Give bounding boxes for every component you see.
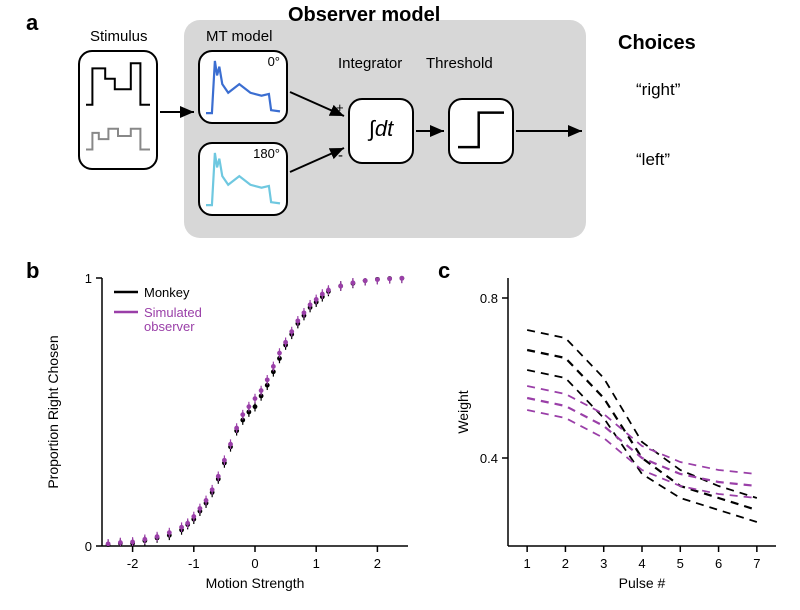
svg-text:2: 2 [374, 556, 381, 571]
plus-label: + [336, 100, 344, 115]
svg-text:observer: observer [144, 319, 195, 334]
choice-left: “left” [636, 150, 670, 170]
svg-text:Pulse #: Pulse # [619, 575, 666, 591]
svg-text:5: 5 [677, 556, 684, 571]
svg-text:1: 1 [85, 271, 92, 286]
choices-title: Choices [618, 32, 696, 55]
svg-text:-1: -1 [188, 556, 200, 571]
svg-text:1: 1 [313, 556, 320, 571]
svg-text:Motion Strength: Motion Strength [206, 575, 305, 591]
svg-text:Proportion Right Chosen: Proportion Right Chosen [45, 335, 61, 488]
svg-text:0.8: 0.8 [480, 291, 498, 306]
svg-text:7: 7 [753, 556, 760, 571]
panel-c-plot: 1 2 3 4 5 6 7 0.4 0.8 Pulse # Weight [450, 268, 790, 598]
svg-text:1: 1 [524, 556, 531, 571]
svg-text:2: 2 [562, 556, 569, 571]
svg-text:0: 0 [85, 539, 92, 554]
svg-text:Monkey: Monkey [144, 285, 190, 300]
svg-text:Weight: Weight [455, 390, 471, 433]
svg-text:6: 6 [715, 556, 722, 571]
choice-right: “right” [636, 80, 680, 100]
svg-text:0.4: 0.4 [480, 451, 498, 466]
minus-label: - [338, 147, 343, 164]
panel-c-label: c [438, 258, 450, 284]
svg-text:-2: -2 [127, 556, 139, 571]
svg-text:Simulated: Simulated [144, 305, 202, 320]
arrows-svg: + - [0, 0, 600, 250]
svg-text:4: 4 [638, 556, 645, 571]
svg-text:3: 3 [600, 556, 607, 571]
panel-b-label: b [26, 258, 39, 284]
svg-text:0: 0 [251, 556, 258, 571]
panel-b-plot: -2 -1 0 1 2 0 1 Motion Strength Proportion Right… [40, 268, 420, 598]
